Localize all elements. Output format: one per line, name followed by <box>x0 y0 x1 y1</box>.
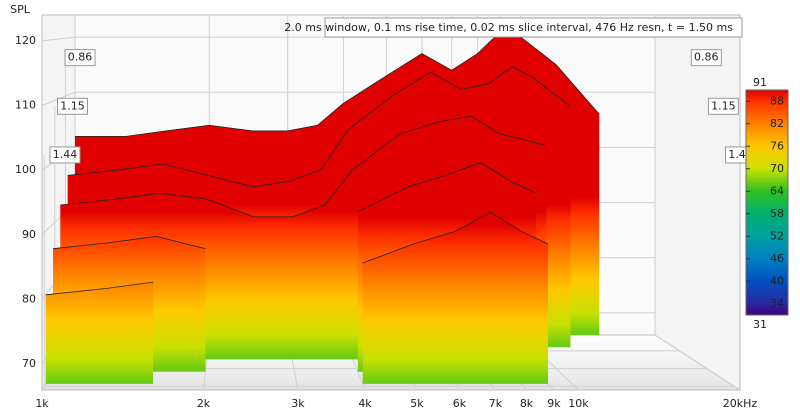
grid-line <box>41 36 76 42</box>
colorbar-label: 91 <box>753 76 767 89</box>
y-tick-label: 110 <box>15 99 36 112</box>
x-tick-label: 4k <box>358 397 372 410</box>
x-tick-label: 6k <box>453 397 467 410</box>
x-tick-label: 20kHz <box>723 397 758 410</box>
colorbar-label: 70 <box>770 162 784 175</box>
y-tick-label: 90 <box>22 228 36 241</box>
time-tick-label: 1.15 <box>711 99 736 112</box>
title-box <box>324 17 743 38</box>
time-tick-label: 1.44 <box>53 148 78 161</box>
y-tick-label: 70 <box>22 357 36 370</box>
slice-line <box>60 115 547 218</box>
x-tick-label: 3k <box>291 397 305 410</box>
time-tick-label: 0.86 <box>68 51 93 64</box>
y-tick-label: 80 <box>22 292 36 305</box>
time-tick-label: 1.15 <box>60 99 85 112</box>
grid-line <box>654 334 741 391</box>
colorbar <box>745 89 789 316</box>
colorbar-label: 34 <box>770 297 784 310</box>
y-axis-label: SPL <box>10 3 31 16</box>
x-tick-label: 8k <box>520 397 534 410</box>
x-tick-label: 5k <box>410 397 424 410</box>
x-tick-label: 1k <box>35 397 49 410</box>
colorbar-label: 64 <box>770 184 784 197</box>
colorbar-label: 76 <box>770 139 784 152</box>
x-tick-label: 7k <box>489 397 503 410</box>
colorbar-label: 52 <box>770 229 784 242</box>
slice-line <box>67 66 571 188</box>
right-wall <box>654 14 741 391</box>
y-tick-label: 120 <box>15 34 36 47</box>
colorbar-label: 31 <box>753 318 767 331</box>
colorbar-label: 82 <box>770 117 784 130</box>
colorbar-label: 88 <box>770 94 784 107</box>
slice-fill <box>45 212 548 384</box>
y-tick-label: 100 <box>15 163 36 176</box>
chart-title: 2.0 ms window, 0.1 ms rise time, 0.02 ms… <box>284 21 733 34</box>
colorbar-label: 40 <box>770 274 784 287</box>
time-tick-label: 0.86 <box>694 51 719 64</box>
colorbar-label: 58 <box>770 207 784 220</box>
slice-line <box>45 211 549 296</box>
x-tick-label: 9k <box>547 397 561 410</box>
x-tick-label: 10k <box>568 397 589 410</box>
x-tick-label: 2k <box>197 397 211 410</box>
slice-line <box>52 162 537 250</box>
colorbar-label: 46 <box>770 252 784 265</box>
